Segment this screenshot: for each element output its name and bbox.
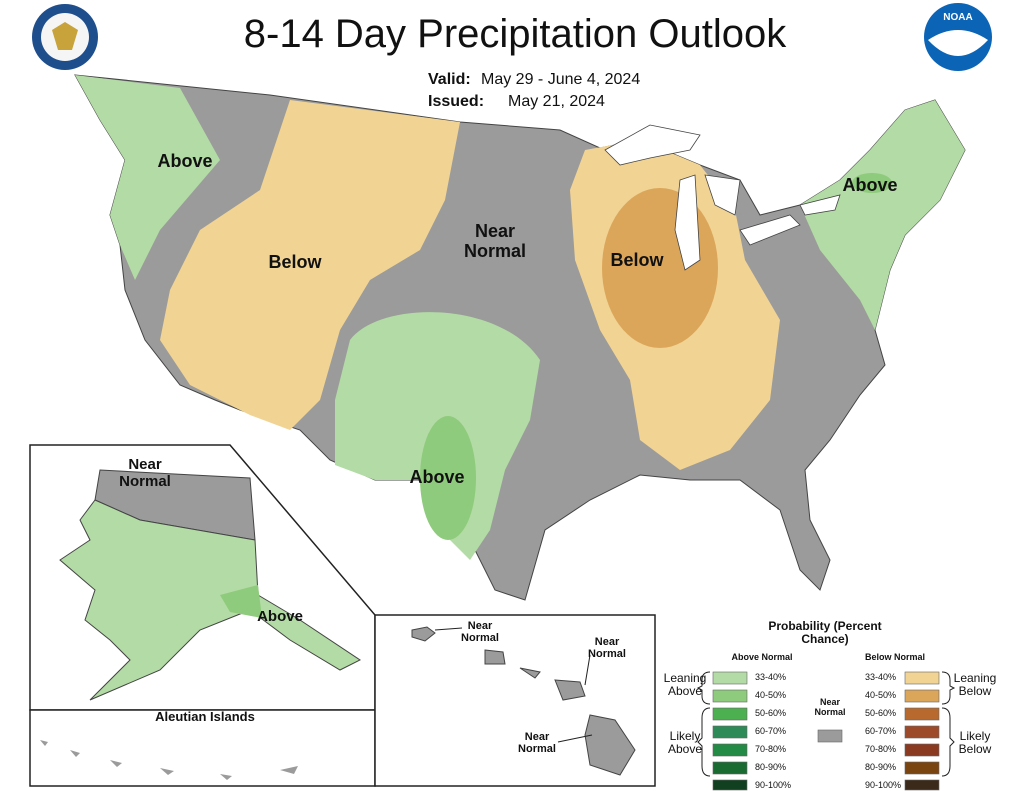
alaska-leaning-above — [59, 499, 361, 701]
aleutian-frame — [29, 709, 376, 787]
legend-range: 50-60% — [755, 708, 787, 718]
swatch — [712, 779, 748, 791]
hawaii-islands — [411, 626, 636, 776]
title: 8-14 Day Precipitation Outlook — [243, 12, 787, 56]
legend-group: Likely Above — [667, 729, 703, 757]
legend-swatches — [712, 671, 940, 791]
noaa-text: NOAA — [943, 12, 973, 23]
great-lakes — [604, 124, 841, 271]
callout-lines — [434, 627, 593, 743]
swatch — [904, 779, 940, 791]
zone-above-40-50 — [852, 173, 892, 193]
hawaii-label: Near Normal — [518, 731, 556, 756]
legend-header: Above Normal — [731, 652, 793, 662]
legend-range: 50-60% — [865, 708, 897, 718]
legend-group: Likely Below — [958, 729, 992, 757]
swatch — [817, 729, 843, 743]
noaa-gull — [928, 30, 988, 56]
zone-leaning-below — [160, 100, 460, 430]
region-label: Near Normal — [463, 221, 526, 261]
swatch — [712, 707, 748, 721]
alaska-label: Near Normal — [119, 456, 171, 490]
legend-range: 70-80% — [865, 744, 897, 754]
aleutian-title: Aleutian Islands — [155, 709, 255, 724]
legend-group: Leaning Below — [953, 671, 997, 699]
issued-label: Issued: — [428, 93, 485, 110]
region-label: Above — [157, 151, 213, 171]
aleutian-islands — [40, 740, 298, 780]
legend-range: 60-70% — [865, 726, 897, 736]
legend-range: 80-90% — [865, 762, 897, 772]
zone-leaning-above — [800, 100, 965, 330]
legend-range: 90-100% — [865, 780, 902, 790]
hawaii-label: Near Normal — [588, 636, 626, 661]
legend-braces — [696, 671, 956, 777]
swatch — [904, 689, 940, 703]
swatch — [904, 671, 940, 685]
legend-range: 60-70% — [755, 726, 787, 736]
zone-above-40-50 — [420, 416, 476, 540]
swatch — [904, 725, 940, 739]
swatch — [712, 743, 748, 757]
legend-range: 90-100% — [755, 780, 792, 790]
legend-range: 40-50% — [755, 690, 787, 700]
legend-range: 33-40% — [755, 672, 787, 682]
seal-shield — [52, 22, 78, 50]
region-label: Above — [842, 175, 898, 195]
issued-date: May 21, 2024 — [508, 93, 605, 110]
swatch — [904, 707, 940, 721]
legend-range: 33-40% — [865, 672, 897, 682]
zone-leaning-above — [75, 75, 220, 280]
legend-group: Near Normal — [814, 697, 846, 717]
region-label: Above — [409, 467, 465, 487]
valid-label: Valid: — [428, 71, 471, 88]
valid-dates: May 29 - June 4, 2024 — [481, 71, 641, 88]
swatch — [712, 725, 748, 739]
legend-header: Below Normal — [864, 652, 925, 662]
swatch — [904, 743, 940, 757]
legend-title: Probability (Percent Chance) — [768, 619, 882, 647]
region-label: Below — [610, 250, 664, 270]
alaska-label: Above — [257, 608, 303, 625]
alaska-above-40-50 — [220, 585, 262, 618]
region-label: Below — [268, 252, 322, 272]
legend-range: 70-80% — [755, 744, 787, 754]
legend-range: 40-50% — [865, 690, 897, 700]
hawaii-label: Near Normal — [461, 620, 499, 645]
swatch — [712, 671, 748, 685]
legend-range: 80-90% — [755, 762, 787, 772]
swatch — [904, 761, 940, 775]
swatch — [712, 761, 748, 775]
swatch — [712, 689, 748, 703]
legend-group: Leaning Above — [663, 671, 707, 699]
